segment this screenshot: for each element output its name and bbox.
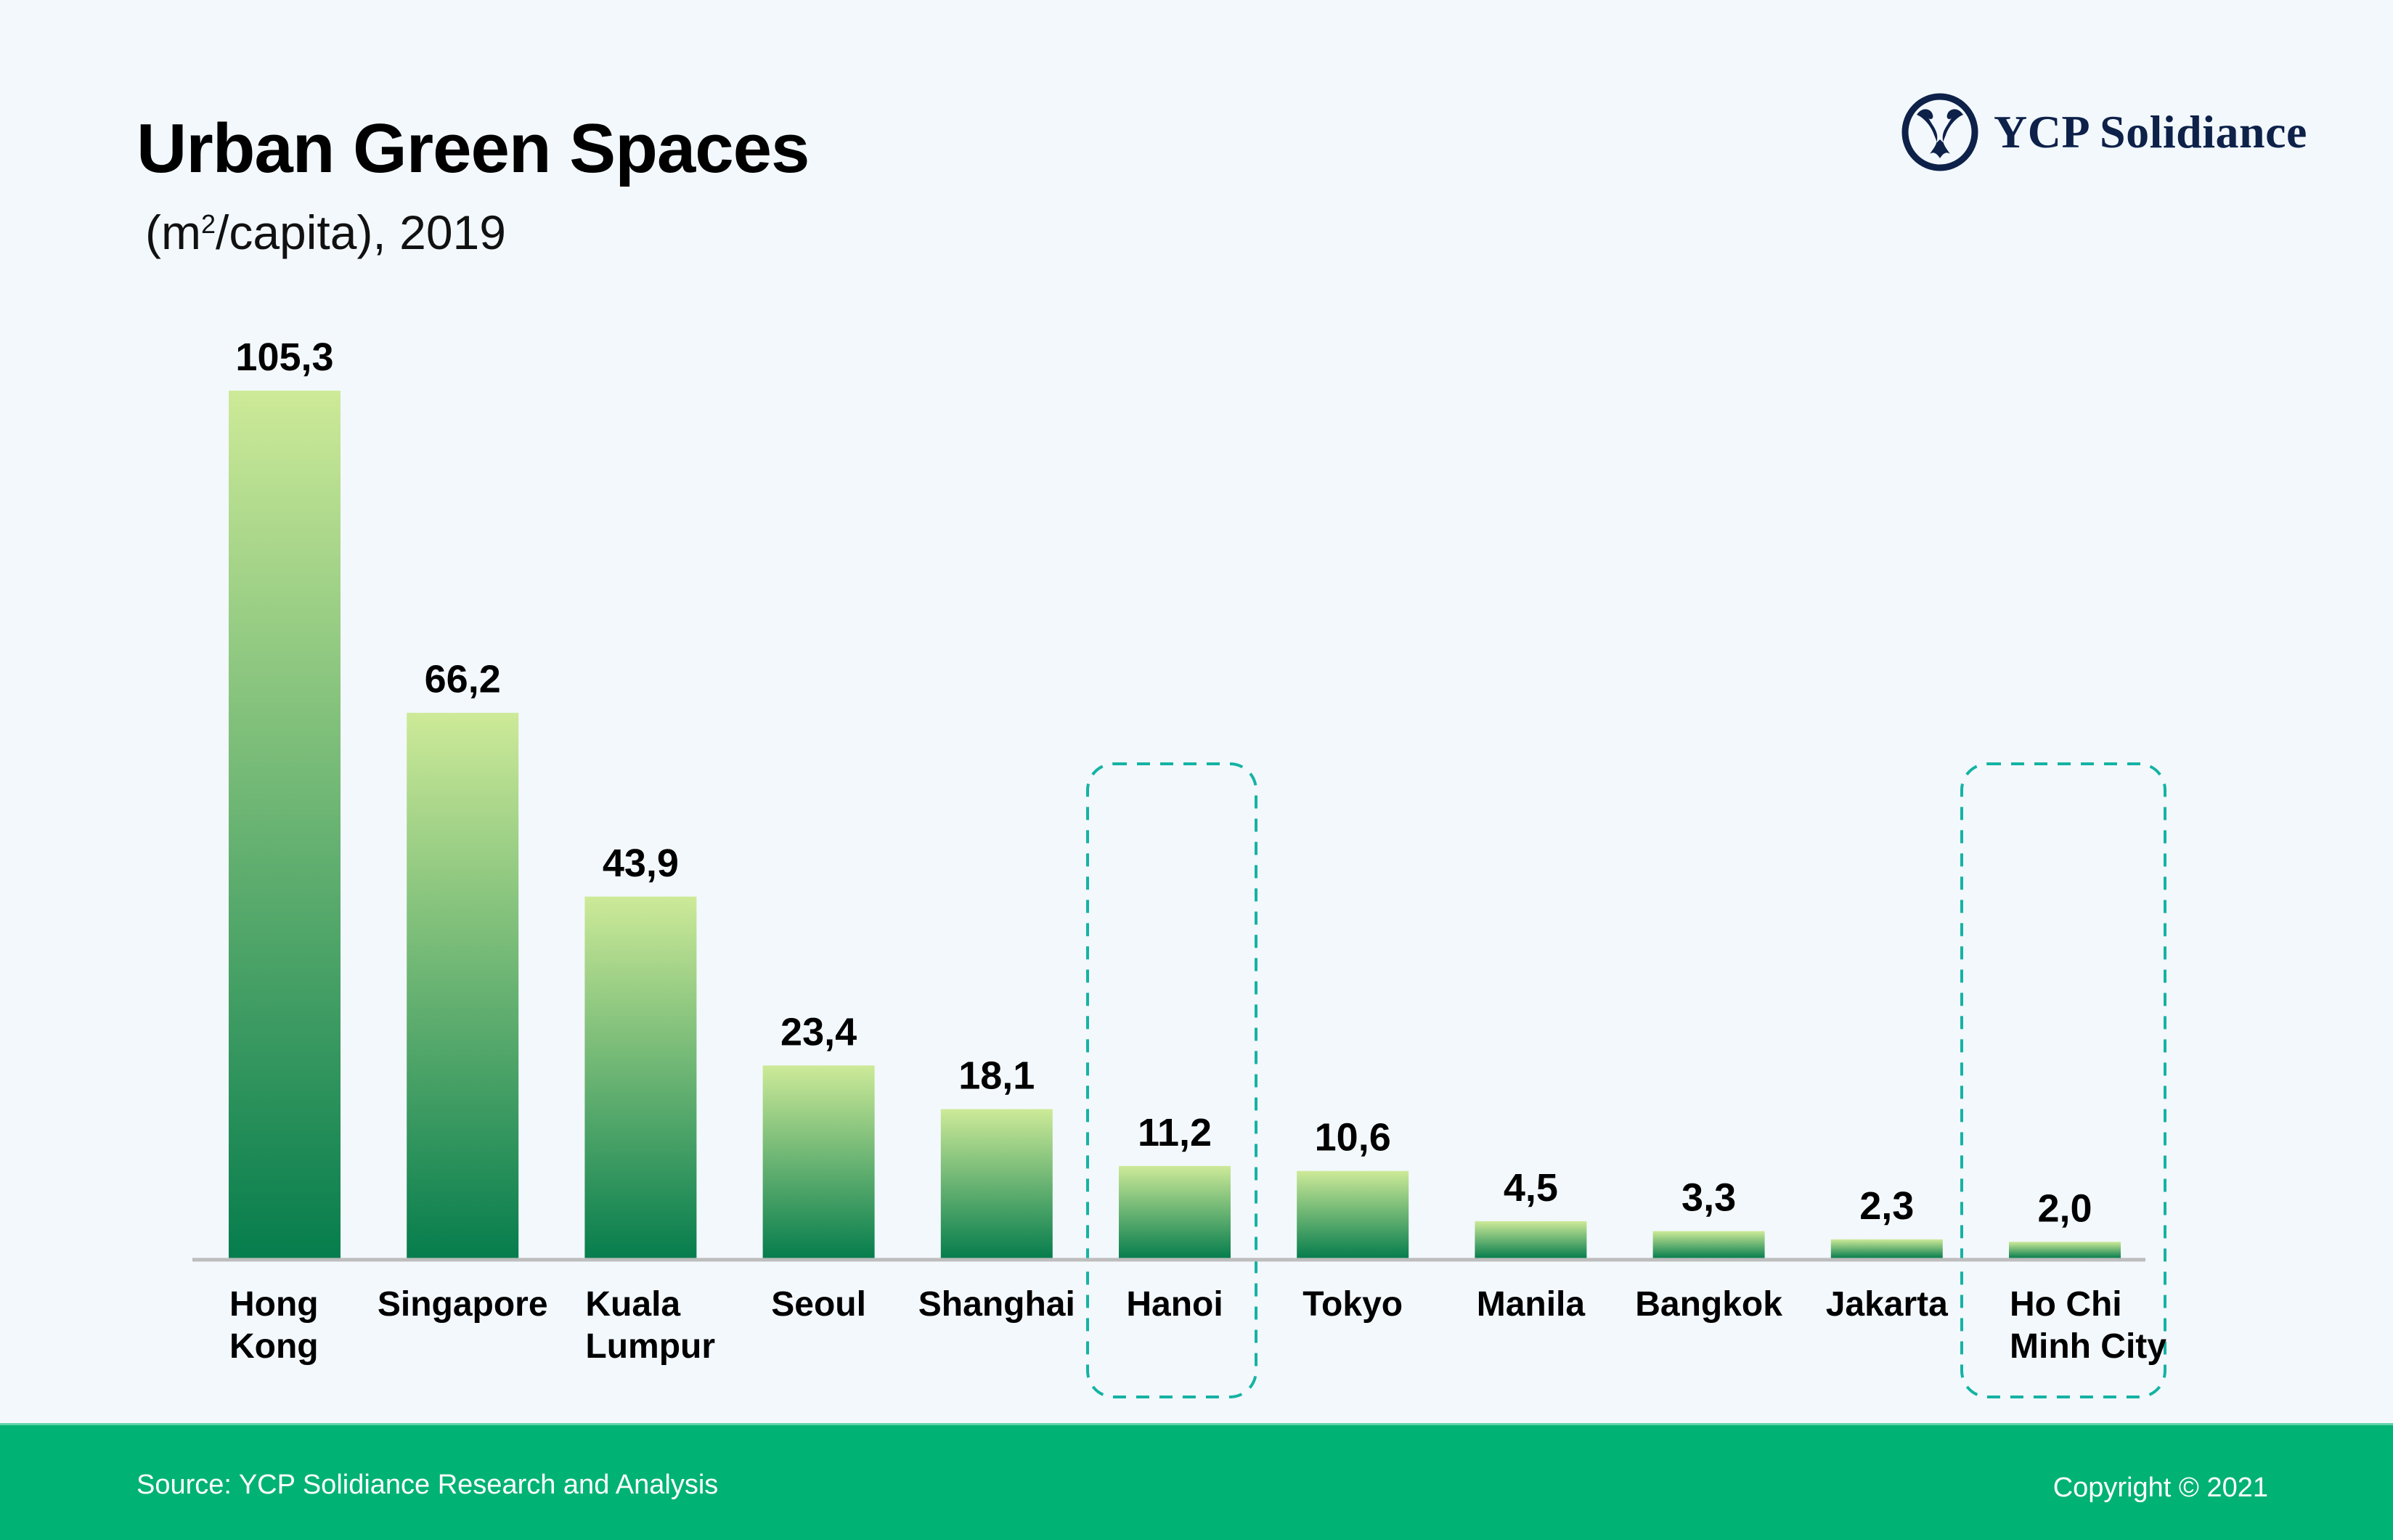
category-label-singapore: Singapore [378,1285,548,1324]
category-label-manila: Manila [1477,1285,1586,1324]
bar-shanghai [940,1109,1053,1258]
value-label-kuala-lumpur: 43,9 [603,842,679,885]
bar-kuala-lumpur [584,896,697,1258]
category-label-bangkok: Bangkok [1635,1285,1782,1324]
copyright-note: Copyright © 2021 [2052,1472,2268,1503]
value-label-seoul: 23,4 [780,1010,857,1054]
bar-manila [1475,1221,1587,1258]
company-logo: YCP Solidiance [1901,93,2307,171]
ycp-emblem-icon [1901,93,1978,171]
bar-seoul [762,1065,875,1258]
category-label-ho-chi-minh-city: Ho Chi Minh City [2010,1285,2166,1366]
category-label-seoul: Seoul [771,1285,866,1324]
subtitle-superscript: 2 [200,209,216,239]
category-label-hong-kong: Hong Kong [229,1285,319,1366]
value-label-jakarta: 2,3 [1859,1184,1914,1228]
value-label-singapore: 66,2 [425,658,501,701]
bar-tokyo [1297,1170,1409,1258]
category-label-jakarta: Jakarta [1826,1285,1948,1324]
category-label-tokyo: Tokyo [1303,1285,1403,1324]
value-label-manila: 4,5 [1504,1166,1558,1210]
value-label-tokyo: 10,6 [1315,1116,1391,1160]
category-label-kuala-lumpur: Kuala Lumpur [585,1285,715,1366]
value-label-hanoi: 11,2 [1138,1111,1212,1154]
subtitle-prefix: (m [145,205,201,259]
footer-bar [0,1423,2393,1540]
category-label-hanoi: Hanoi [1126,1285,1223,1324]
source-note: Source: YCP Solidiance Research and Anal… [136,1470,719,1500]
highlight-box-hanoi [1086,762,1257,1398]
bar-hong-kong [229,391,341,1258]
category-label-shanghai: Shanghai [918,1285,1075,1324]
bar-ho-chi-minh-city [2009,1242,2121,1258]
chart-title: Urban Green Spaces [136,110,810,187]
value-label-ho-chi-minh-city: 2,0 [2037,1186,2092,1230]
bar-jakarta [1830,1239,1943,1258]
subtitle-suffix: /capita), 2019 [216,205,506,259]
chart-subtitle: (m2/capita), 2019 [145,205,506,260]
bar-hanoi [1119,1165,1231,1258]
bar-singapore [407,712,519,1258]
bar-bangkok [1652,1231,1765,1258]
logo-text: YCP Solidiance [1994,106,2307,158]
value-label-bangkok: 3,3 [1681,1176,1736,1220]
value-label-shanghai: 18,1 [958,1054,1035,1098]
highlight-box-ho-chi-minh-city [1960,762,2166,1398]
value-label-hong-kong: 105,3 [235,335,333,379]
bar-chart: 105,3 66,2 43,9 23,4 18,1 11,2 10,6 4,5 3,3 2,3 2,… [192,335,2166,1398]
